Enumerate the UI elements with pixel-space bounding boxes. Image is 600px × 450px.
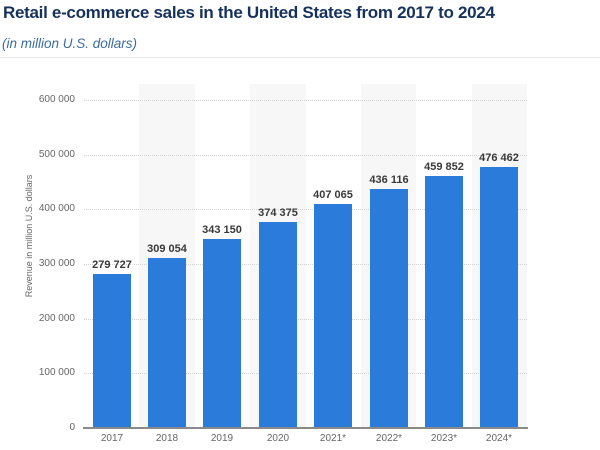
bar-2024[interactable] — [480, 167, 518, 427]
bar-value-label: 309 054 — [147, 243, 187, 255]
y-tick-label: 400 000 — [38, 203, 75, 214]
bar-value-label: 374 375 — [258, 207, 298, 219]
bar-2020[interactable] — [259, 222, 297, 427]
x-tick-label: 2023* — [430, 433, 458, 444]
bar-value-label: 476 462 — [479, 152, 519, 164]
chart-title: Retail e-commerce sales in the United St… — [3, 3, 495, 22]
bar-2017[interactable] — [93, 274, 131, 427]
y-axis-title: Revenue in million U.S. dollars — [24, 174, 34, 298]
y-tick-label: 200 000 — [38, 313, 75, 324]
bar-2018[interactable] — [148, 258, 186, 427]
bar-value-label: 436 116 — [369, 174, 409, 186]
bar-2023[interactable] — [425, 176, 463, 427]
y-tick-label: 0 — [69, 422, 75, 433]
x-tick-label: 2024* — [485, 433, 513, 444]
y-tick-label: 300 000 — [38, 258, 75, 269]
bar-2021[interactable] — [314, 204, 352, 427]
gridline — [84, 373, 527, 374]
x-tick-label: 2018 — [155, 433, 179, 444]
y-tick-label: 600 000 — [38, 94, 75, 105]
gridline — [84, 264, 527, 265]
bar-2019[interactable] — [203, 239, 241, 427]
x-tick-label: 2020 — [266, 433, 290, 444]
bar-value-label: 459 852 — [424, 161, 464, 173]
gridline — [84, 100, 527, 101]
gridline — [84, 319, 527, 320]
bar-value-label: 279 727 — [92, 259, 132, 271]
y-tick-label: 100 000 — [38, 367, 75, 378]
x-axis-line — [83, 427, 528, 429]
x-tick-label: 2021* — [319, 433, 347, 444]
header-divider — [0, 57, 600, 58]
bar-value-label: 407 065 — [313, 189, 353, 201]
chart-subtitle: (in million U.S. dollars) — [2, 36, 138, 51]
bar-value-label: 343 150 — [202, 224, 242, 236]
gridline — [84, 209, 527, 210]
x-tick-label: 2022* — [375, 433, 403, 444]
x-tick-label: 2019 — [210, 433, 234, 444]
bar-2022[interactable] — [370, 189, 408, 427]
gridline — [84, 155, 527, 156]
x-tick-label: 2017 — [100, 433, 124, 444]
y-tick-label: 500 000 — [38, 149, 75, 160]
